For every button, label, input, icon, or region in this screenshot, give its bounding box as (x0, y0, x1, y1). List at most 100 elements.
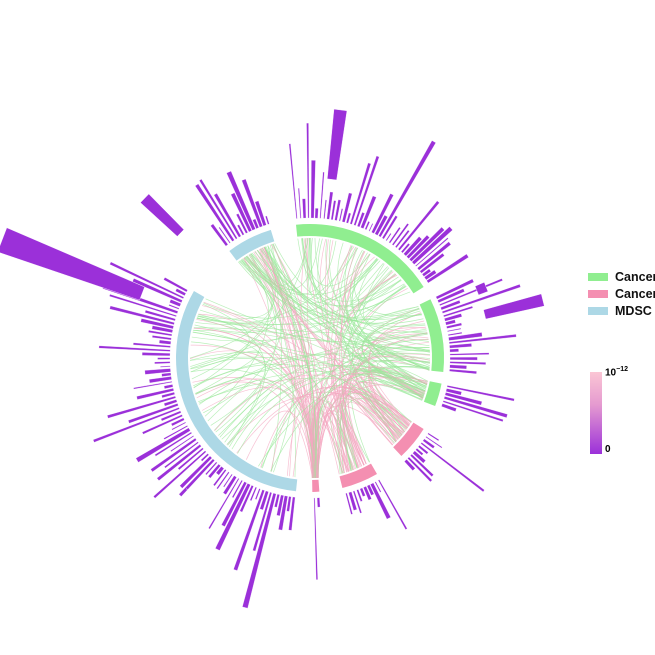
chord (189, 249, 276, 359)
bar (252, 491, 273, 552)
sector-mdsc (229, 229, 275, 261)
bar (222, 475, 237, 495)
chord (190, 368, 315, 478)
chord (342, 366, 428, 472)
chords (189, 237, 431, 479)
bar (144, 368, 171, 375)
chord (214, 374, 409, 432)
legend-label: Cancer (615, 286, 655, 301)
sector-cancer-1 (295, 224, 424, 294)
legend-item-mdsc: MDSC (588, 302, 655, 319)
chord (196, 308, 420, 325)
bar (442, 400, 504, 422)
chord (297, 238, 402, 302)
bar (242, 492, 277, 609)
bar (449, 368, 477, 375)
chord (199, 250, 284, 323)
legend-swatch (588, 306, 608, 315)
chord (221, 359, 430, 440)
bar (352, 490, 363, 514)
bar (178, 458, 215, 497)
bar (276, 494, 284, 517)
bar (210, 223, 229, 247)
chord (343, 258, 430, 349)
bar (313, 497, 318, 580)
bar (278, 495, 288, 531)
bar (233, 489, 265, 571)
sector-cancer-2 (393, 422, 424, 457)
bar (179, 455, 213, 489)
bar (133, 342, 171, 348)
bar (215, 466, 225, 476)
bar (144, 309, 176, 322)
bar (207, 463, 221, 479)
bar (153, 450, 207, 499)
legend-item-cancer-2: Cancer (588, 285, 655, 302)
bar (409, 226, 445, 262)
chord (226, 396, 367, 465)
chord (243, 257, 426, 392)
colorbar-bottom-label: 0 (605, 444, 611, 455)
chord (326, 240, 361, 468)
bar (444, 392, 483, 406)
bar (483, 293, 545, 320)
bar (154, 361, 171, 364)
chord (337, 242, 428, 386)
bar (141, 352, 171, 357)
bar (444, 313, 463, 322)
chord (190, 350, 260, 394)
bar (437, 288, 465, 303)
bar (441, 284, 521, 314)
bar (208, 477, 240, 530)
chord (253, 251, 408, 429)
bar (411, 226, 453, 265)
chord (189, 356, 426, 392)
bar (221, 481, 248, 527)
bar (446, 385, 515, 402)
bar (426, 253, 469, 284)
bar (154, 431, 193, 457)
bar (231, 479, 243, 499)
chord (270, 244, 320, 478)
bar (435, 278, 475, 300)
chord (218, 385, 274, 446)
bar (445, 319, 456, 326)
bar (235, 213, 249, 234)
chord (317, 401, 396, 478)
chord (237, 373, 427, 454)
bar (447, 327, 462, 332)
bar (360, 195, 377, 229)
bar (406, 234, 430, 259)
bar (297, 188, 302, 219)
bar (127, 403, 179, 424)
chord (334, 250, 365, 467)
chord (236, 392, 399, 454)
bar (327, 108, 348, 181)
bar (249, 486, 258, 502)
bar (368, 223, 374, 232)
chord (196, 319, 317, 478)
bar (348, 491, 358, 511)
bar (338, 208, 344, 222)
bar (474, 281, 489, 296)
bar (448, 334, 517, 344)
bar (133, 381, 173, 390)
bar (160, 410, 182, 422)
bar (316, 497, 321, 508)
bar (306, 122, 310, 219)
chord (333, 414, 350, 472)
bar (345, 212, 352, 224)
chord (207, 379, 262, 448)
bar (415, 448, 424, 456)
bar (218, 226, 231, 244)
bar (140, 193, 185, 237)
chord (340, 247, 365, 466)
bar (422, 438, 435, 449)
bar (163, 277, 188, 293)
chord (329, 239, 426, 392)
bar (445, 388, 462, 396)
chord (362, 263, 420, 324)
bar (446, 322, 463, 329)
legend-label: MDSC (615, 303, 652, 318)
sector-cancer-1 (419, 299, 444, 373)
